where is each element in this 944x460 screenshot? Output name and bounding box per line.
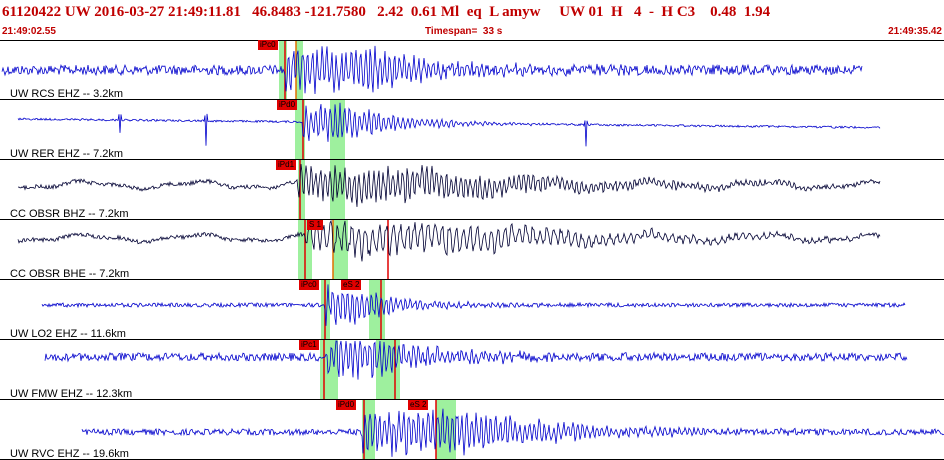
pick-window — [298, 160, 305, 220]
waveform — [44, 340, 908, 380]
waveform — [1, 45, 863, 95]
pick-flag[interactable]: eS 2 — [408, 400, 429, 410]
pick-flag[interactable]: iPd1 — [276, 160, 297, 170]
start-time: 21:49:02.55 — [2, 26, 56, 37]
trace-label: CC OBSR BHE -- 7.2km — [10, 268, 130, 280]
pick-flag[interactable]: iPc1 — [299, 340, 319, 350]
waveform — [17, 102, 881, 147]
pick-flag[interactable]: eS 2 — [341, 280, 362, 290]
waveform — [41, 284, 906, 326]
event-summary: 61120422 UW 2016-03-27 21:49:11.81 46.84… — [2, 4, 771, 20]
seismogram-canvas — [0, 40, 944, 460]
pick-flag[interactable]: S 1 — [307, 220, 324, 230]
pick-flag[interactable]: iPd0 — [277, 100, 298, 110]
trace-label: UW LO2 EHZ -- 11.6km — [10, 328, 126, 340]
pick-window — [330, 100, 345, 160]
waveform — [17, 219, 881, 262]
pick-window — [296, 40, 303, 100]
event-header: 61120422 UW 2016-03-27 21:49:11.81 46.84… — [0, 0, 944, 40]
trace-label: CC OBSR BHZ -- 7.2km — [10, 208, 129, 220]
trace-label: UW FMW EHZ -- 12.3km — [10, 388, 133, 400]
seismogram-panels: UW RCS EHZ -- 3.2km UW RER EHZ -- 7.2km … — [0, 40, 944, 460]
pick-window — [369, 280, 385, 340]
waveform — [81, 408, 944, 457]
waveform — [17, 164, 881, 207]
pick-flag[interactable]: iPd0 — [336, 400, 357, 410]
pick-flag[interactable]: iPc0 — [299, 280, 319, 290]
pick-window — [330, 160, 345, 220]
timespan: Timespan= 33 s — [425, 26, 503, 37]
trace-label: UW RCS EHZ -- 3.2km — [10, 88, 124, 100]
trace-label: UW RER EHZ -- 7.2km — [10, 148, 124, 160]
pick-flag[interactable]: iPc0 — [258, 40, 278, 50]
trace-label: UW RVC EHZ -- 19.6km — [10, 448, 129, 460]
pick-window — [295, 100, 305, 160]
end-time: 21:49:35.42 — [888, 26, 942, 37]
